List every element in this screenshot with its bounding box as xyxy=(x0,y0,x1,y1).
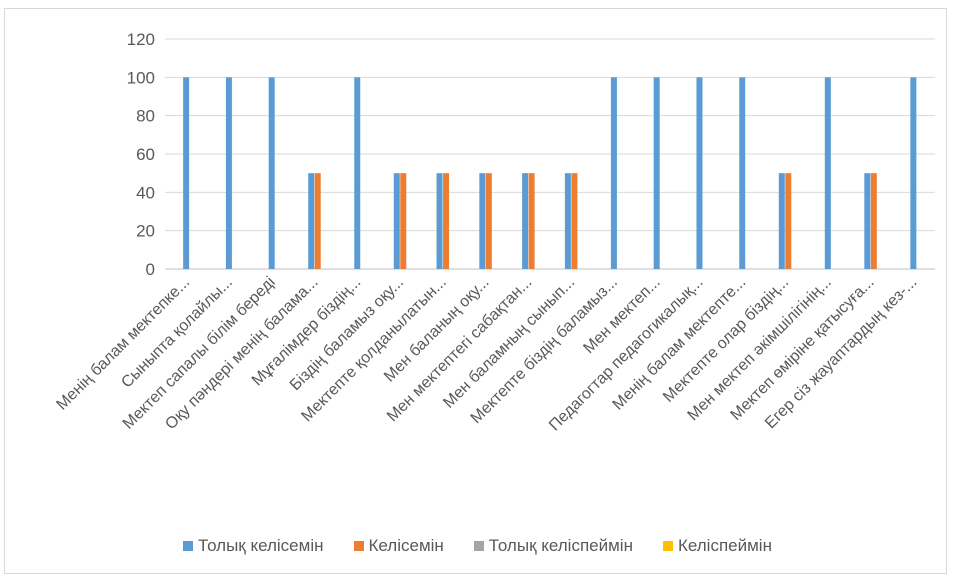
y-tick-label: 20 xyxy=(136,222,155,241)
bar xyxy=(564,173,571,269)
bar xyxy=(653,77,660,269)
chart-frame xyxy=(4,8,947,574)
bar xyxy=(824,77,831,269)
bar xyxy=(610,77,617,269)
y-tick-label: 60 xyxy=(136,145,155,164)
bar xyxy=(225,77,232,269)
bar xyxy=(314,173,321,269)
y-tick-label: 80 xyxy=(136,107,155,126)
legend-swatch xyxy=(662,541,673,551)
legend-label: Толық келісемін xyxy=(198,536,324,555)
bar xyxy=(522,173,529,269)
bar xyxy=(400,173,407,269)
bar xyxy=(479,173,486,269)
y-tick-label: 100 xyxy=(127,68,155,87)
bar xyxy=(308,173,315,269)
bar xyxy=(785,173,792,269)
legend-swatch xyxy=(183,541,194,551)
bar xyxy=(393,173,400,269)
bar xyxy=(443,173,450,269)
legend-item: Толық келіспеймін xyxy=(473,536,633,556)
bar xyxy=(571,173,578,269)
bar xyxy=(354,77,361,269)
legend-item: Келіспеймін xyxy=(662,536,772,556)
bar xyxy=(864,173,871,269)
y-tick-label: 0 xyxy=(146,260,155,279)
y-tick-label: 40 xyxy=(136,183,155,202)
legend-label: Келіспеймін xyxy=(677,536,772,555)
bar xyxy=(739,77,746,269)
bar xyxy=(778,173,785,269)
x-tick-label: Мен мектеп... xyxy=(580,274,663,357)
bar xyxy=(910,77,917,269)
legend: Толық келісемін Келісемін Толық келіспеймі… xyxy=(0,536,955,556)
bar xyxy=(485,173,492,269)
y-tick-label: 120 xyxy=(127,30,155,49)
legend-item: Толық келісемін xyxy=(183,536,324,556)
bar xyxy=(696,77,703,269)
bar xyxy=(528,173,535,269)
legend-item: Келісемін xyxy=(353,536,444,556)
legend-label: Толық келіспеймін xyxy=(488,536,633,555)
legend-swatch xyxy=(473,541,484,551)
bar xyxy=(183,77,190,269)
bar xyxy=(268,77,275,269)
bar xyxy=(870,173,877,269)
bar xyxy=(436,173,443,269)
legend-swatch xyxy=(353,541,364,551)
legend-label: Келісемін xyxy=(368,536,444,555)
